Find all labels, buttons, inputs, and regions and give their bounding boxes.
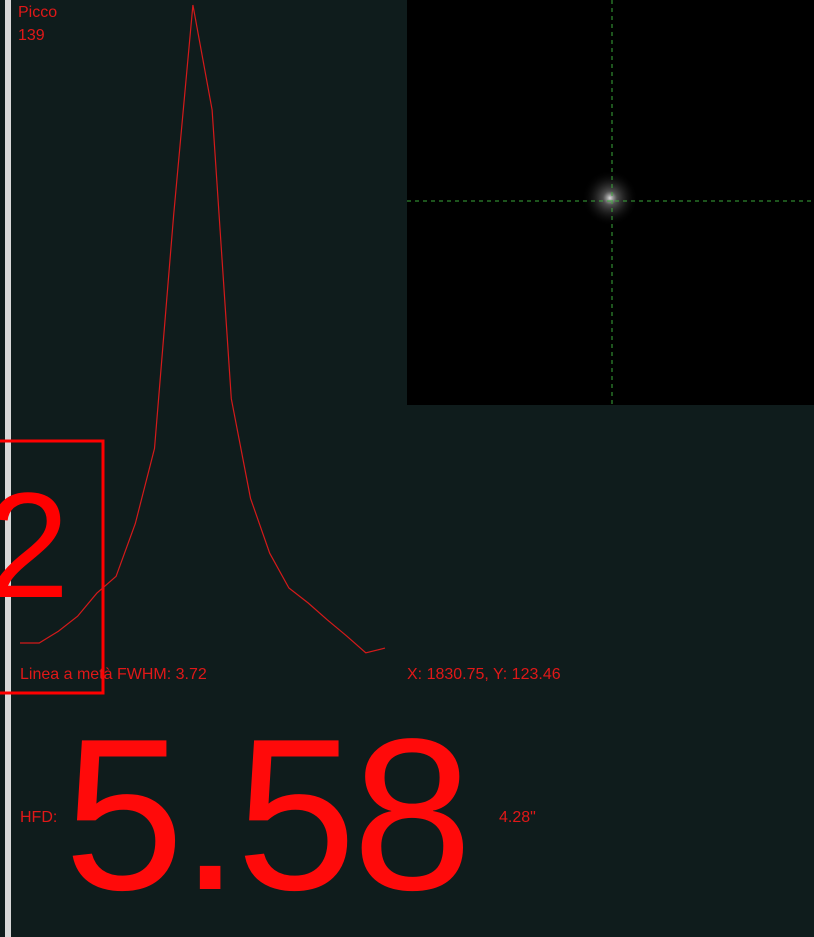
profile-line	[20, 5, 385, 653]
peak-value: 139	[18, 27, 45, 45]
star-profile-window: {"peak_label": "Picco", "peak": 139, "pr…	[0, 0, 814, 937]
peak-label: Picco	[18, 4, 57, 22]
hfd-value: 5.58	[64, 706, 468, 922]
hfd-label: HFD:	[20, 809, 57, 827]
arcsec-label: 4.28"	[499, 809, 536, 827]
annotation-number: 2	[0, 470, 69, 620]
star	[582, 170, 638, 226]
position-label: X: 1830.75, Y: 123.46	[407, 666, 561, 684]
fwhm-label: Linea a metà FWHM: 3.72	[20, 666, 207, 684]
